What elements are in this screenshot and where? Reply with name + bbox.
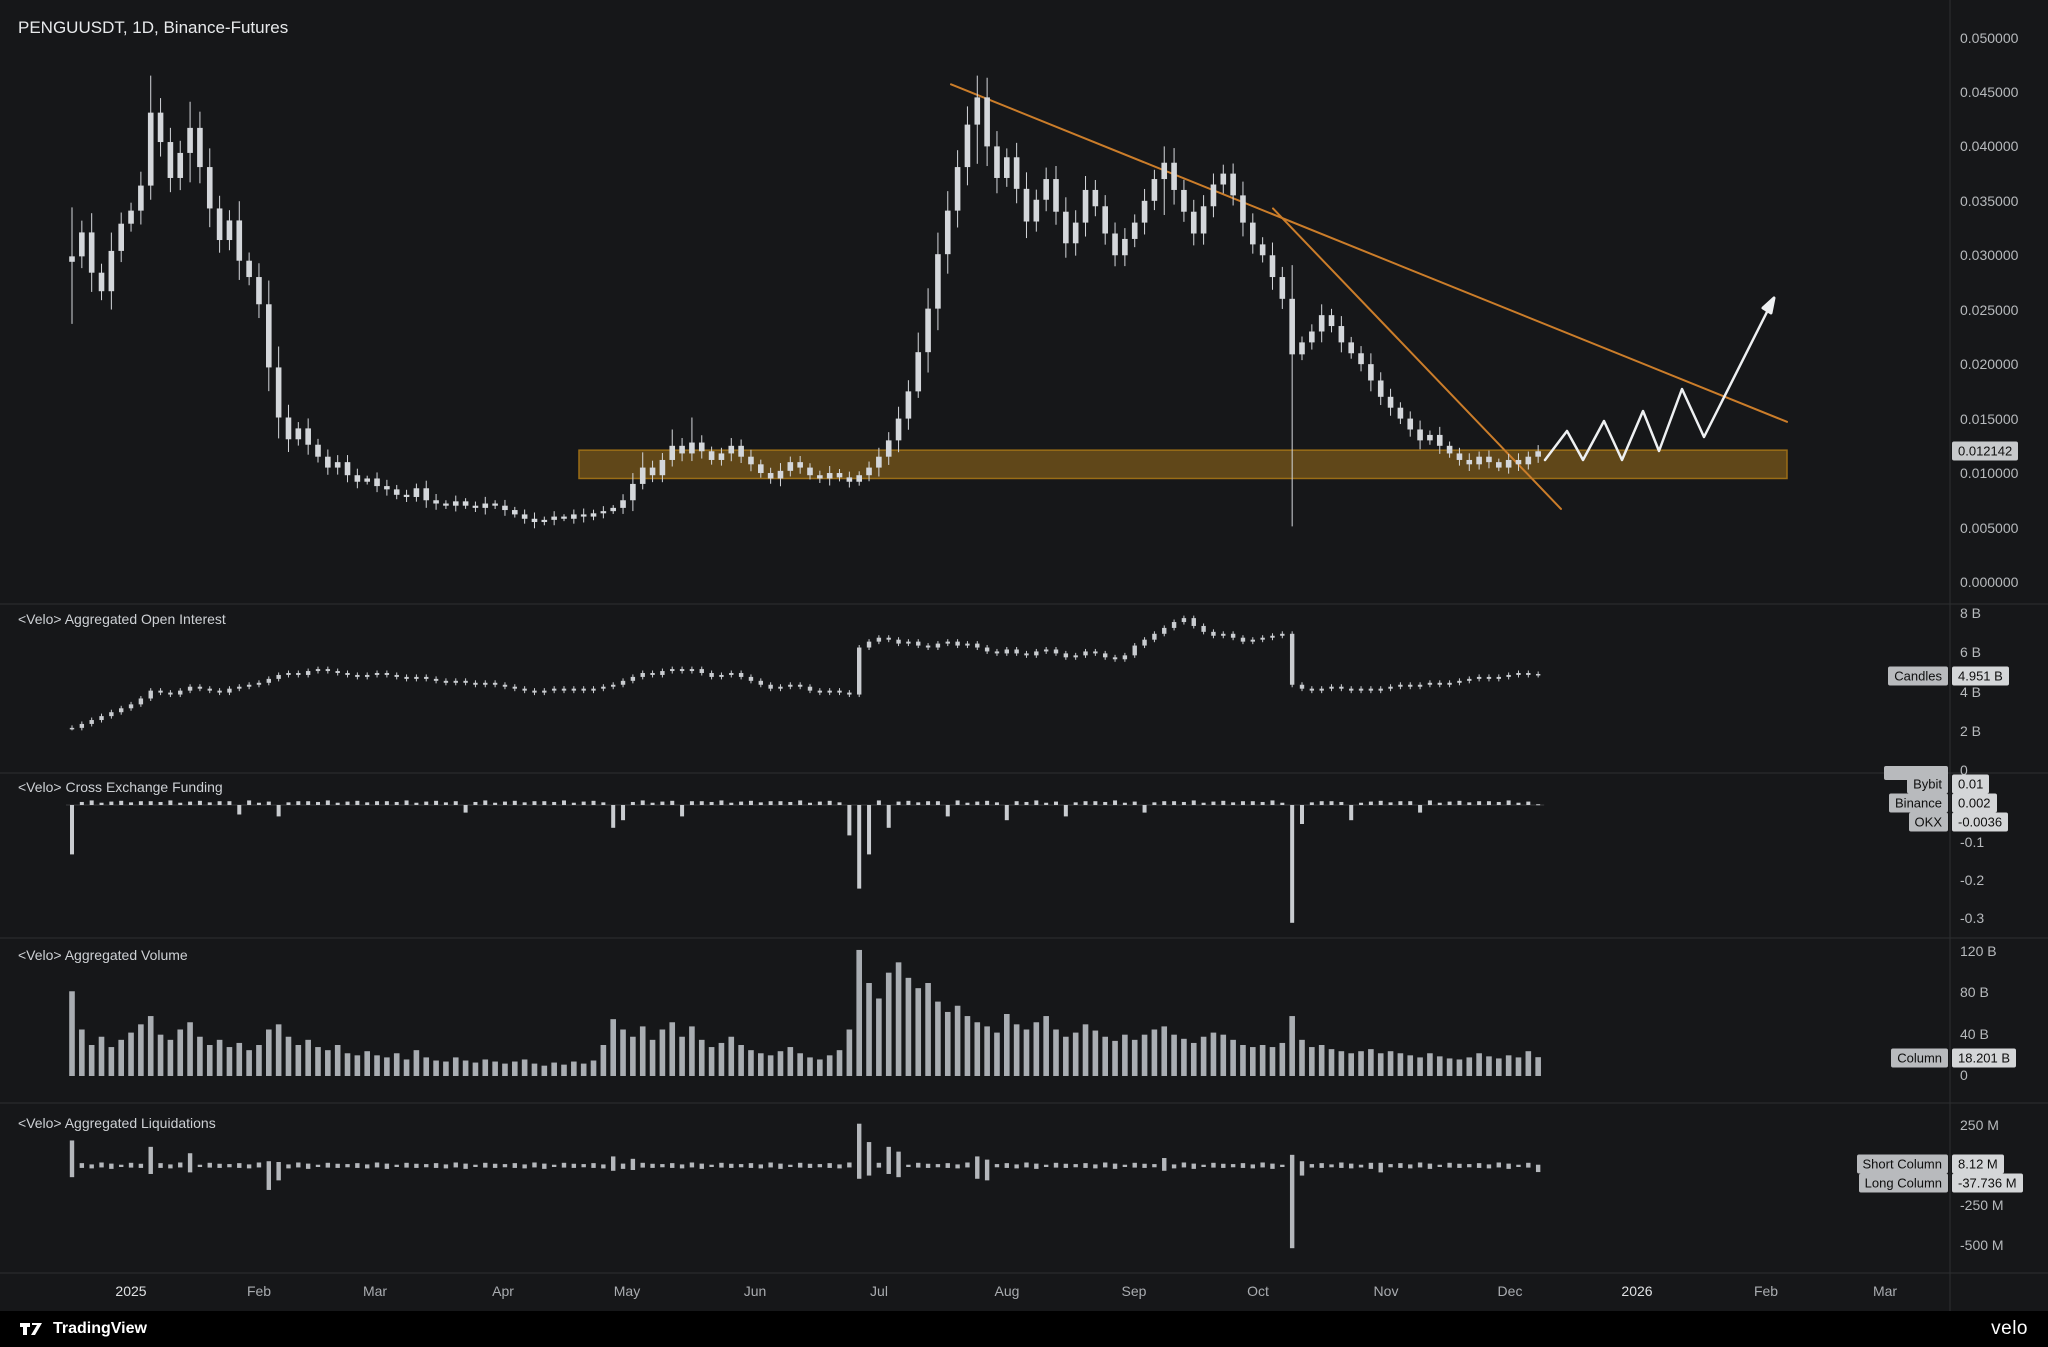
axis-label: -250 M: [1960, 1196, 2004, 1213]
liq-short-badge-value: 8.12 M: [1952, 1154, 2004, 1174]
oi-series-badge-label: Candles: [1888, 666, 1948, 686]
time-axis-label: Feb: [246, 1283, 272, 1299]
current-price-badge: 0.012142: [1952, 441, 2019, 461]
panel-title-funding[interactable]: <Velo> Cross Exchange Funding: [18, 779, 223, 795]
time-axis-label: Dec: [1497, 1283, 1523, 1299]
axis-label: -500 M: [1960, 1236, 2004, 1253]
axis-label: 0.005000: [1960, 519, 2019, 536]
axis-label: 0.045000: [1960, 84, 2019, 101]
time-axis-label: Jun: [743, 1283, 767, 1299]
axis-label: 6 B: [1960, 644, 1982, 661]
axis-label: 80 B: [1960, 984, 1989, 1001]
symbol-title[interactable]: PENGUUSDT, 1D, Binance-Futures: [18, 18, 289, 37]
panel-title-volume[interactable]: <Velo> Aggregated Volume: [18, 947, 188, 963]
funding-okx-badge-label: OKX: [1908, 812, 1948, 832]
funding-bybit-badge-label: Bybit: [1907, 774, 1948, 794]
funding-binance-badge-label: Binance: [1889, 793, 1948, 813]
axis-label: 40 B: [1960, 1025, 1989, 1042]
funding-bybit-badge-value: 0.01: [1952, 774, 1990, 794]
axis-label: 120 B: [1960, 943, 1997, 959]
panel-title-open-interest[interactable]: <Velo> Aggregated Open Interest: [18, 611, 226, 627]
liq-long-badge-value: -37.736 M: [1952, 1173, 2023, 1193]
axis-label: 0: [1960, 762, 1968, 778]
time-axis-label: 2025: [115, 1283, 147, 1299]
axis-label: 0: [1960, 1067, 1968, 1083]
funding-okx-badge-value: -0.0036: [1952, 812, 2009, 832]
axis-label: 2 B: [1960, 722, 1982, 739]
time-axis-label: Sep: [1121, 1283, 1147, 1299]
tradingview-logo-icon: [20, 1321, 44, 1337]
axis-label: 0.000000: [1960, 574, 2019, 590]
axis-label: -0.1: [1960, 834, 1985, 850]
tradingview-wordmark: TradingView: [53, 1320, 147, 1337]
volume-series-badge-label: Column: [1891, 1048, 1948, 1068]
axis-label: 0.035000: [1960, 192, 2019, 209]
velo-brand[interactable]: velo: [1991, 1318, 2028, 1339]
time-axis-label: Mar: [362, 1283, 388, 1299]
axis-label: -0.2: [1960, 872, 1985, 888]
time-axis-label: Mar: [1872, 1283, 1898, 1299]
axis-label: 0.020000: [1960, 356, 2019, 373]
oi-series-badge-value: 4.951 B: [1952, 666, 2009, 686]
time-axis-label: May: [613, 1283, 641, 1299]
axis-label: 8 B: [1960, 605, 1982, 622]
axis-label: 0.015000: [1960, 410, 2019, 427]
axis-label: 0.030000: [1960, 247, 2019, 264]
time-axis-label: Nov: [1373, 1283, 1399, 1299]
axis-label: 0.010000: [1960, 465, 2019, 482]
time-axis-label: Feb: [1753, 1283, 1779, 1299]
tradingview-brand[interactable]: TradingView: [20, 1320, 147, 1338]
liq-short-badge-label: Short Column: [1856, 1154, 1948, 1174]
panel-title-liquidations[interactable]: <Velo> Aggregated Liquidations: [18, 1115, 216, 1131]
time-axis-label: 2026: [1621, 1283, 1653, 1299]
time-axis-label: Aug: [994, 1283, 1020, 1299]
time-axis-label: Oct: [1247, 1283, 1269, 1299]
volume-series-badge-value: 18.201 B: [1952, 1048, 2017, 1068]
time-axis-label: Jul: [870, 1283, 888, 1299]
axis-label: 250 M: [1960, 1117, 1999, 1134]
funding-binance-badge-value: 0.002: [1952, 793, 1997, 813]
axis-label: 0.040000: [1960, 138, 2019, 155]
axis-label: -0.3: [1960, 910, 1985, 926]
axis-label: 0.025000: [1960, 301, 2019, 318]
liq-long-badge-label: Long Column: [1858, 1173, 1948, 1193]
axis-label: 0.050000: [1960, 29, 2019, 46]
time-axis-label: Apr: [492, 1283, 514, 1299]
footer-bar: TradingView velo: [0, 1311, 2048, 1347]
axis-label: 4 B: [1960, 683, 1982, 700]
